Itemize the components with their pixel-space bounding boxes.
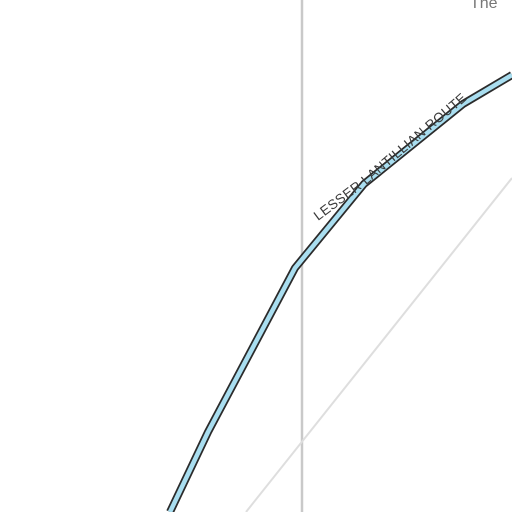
route-label: LESSER LANTILLIAN ROUTE <box>311 90 470 223</box>
corner-place-label: The <box>470 0 498 12</box>
route-casing <box>166 71 512 512</box>
diagonal-line <box>245 177 512 512</box>
route-line[interactable] <box>167 73 512 512</box>
